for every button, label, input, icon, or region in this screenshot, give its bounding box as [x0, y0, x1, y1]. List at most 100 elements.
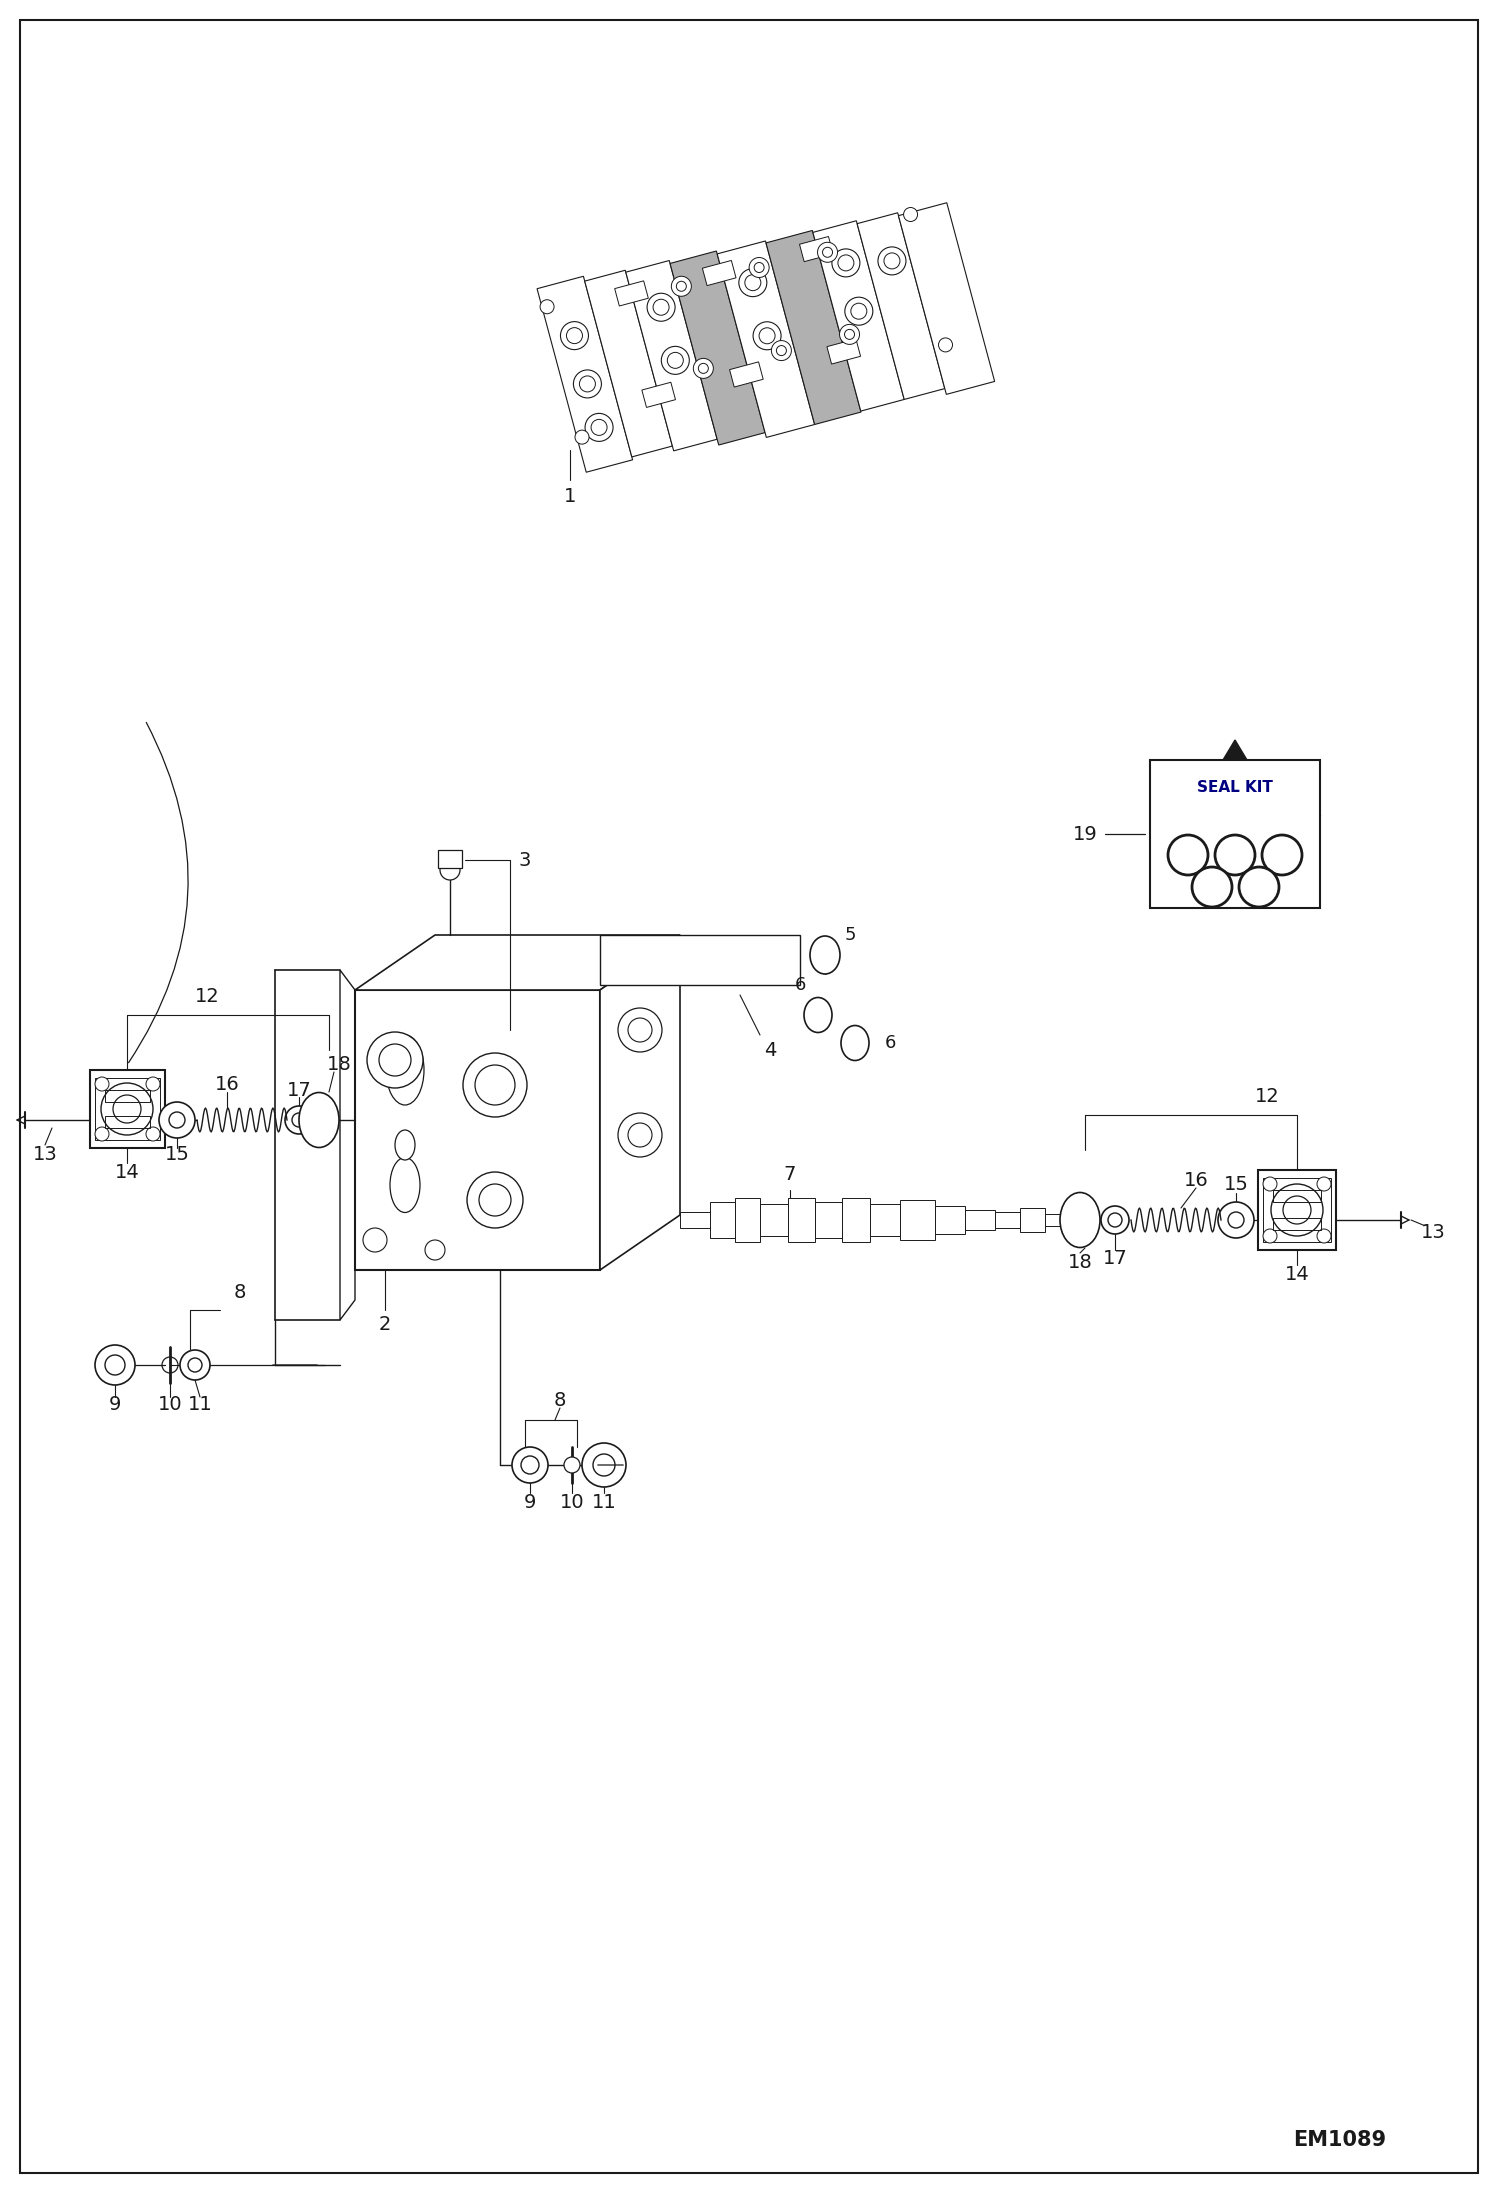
Circle shape: [818, 241, 837, 263]
Circle shape: [771, 340, 791, 360]
Circle shape: [884, 252, 900, 270]
Polygon shape: [870, 1204, 900, 1237]
Circle shape: [619, 1114, 662, 1158]
Polygon shape: [900, 1200, 935, 1239]
Circle shape: [367, 1033, 422, 1088]
Text: 12: 12: [195, 987, 219, 1007]
Polygon shape: [765, 230, 861, 425]
Text: 14: 14: [115, 1164, 139, 1182]
Text: 4: 4: [764, 1039, 776, 1059]
Circle shape: [619, 1009, 662, 1053]
Text: 8: 8: [554, 1390, 566, 1410]
Polygon shape: [827, 340, 860, 364]
Circle shape: [379, 1044, 410, 1077]
Circle shape: [1263, 1178, 1276, 1191]
Polygon shape: [935, 1206, 965, 1235]
Polygon shape: [788, 1197, 815, 1241]
Circle shape: [592, 419, 607, 436]
Polygon shape: [730, 362, 762, 386]
Text: 17: 17: [1103, 1248, 1128, 1268]
Circle shape: [628, 1123, 652, 1147]
Circle shape: [1263, 1228, 1276, 1243]
Ellipse shape: [389, 1158, 419, 1213]
Ellipse shape: [840, 1026, 869, 1061]
Circle shape: [1270, 1184, 1323, 1237]
Polygon shape: [842, 1197, 870, 1241]
Polygon shape: [626, 261, 718, 452]
Text: 1: 1: [563, 487, 577, 507]
Circle shape: [475, 1066, 515, 1105]
Ellipse shape: [395, 1129, 415, 1160]
Circle shape: [425, 1239, 445, 1261]
Polygon shape: [355, 934, 680, 989]
Circle shape: [676, 281, 686, 292]
Ellipse shape: [804, 998, 831, 1033]
Circle shape: [541, 300, 554, 314]
Circle shape: [112, 1094, 141, 1123]
Circle shape: [1317, 1228, 1332, 1243]
Circle shape: [845, 298, 873, 325]
Text: 11: 11: [187, 1395, 213, 1414]
Circle shape: [1101, 1206, 1129, 1235]
Text: 5: 5: [845, 925, 855, 943]
Circle shape: [169, 1112, 184, 1127]
Text: 15: 15: [1224, 1175, 1248, 1195]
Polygon shape: [815, 1202, 842, 1239]
Circle shape: [647, 294, 676, 320]
Ellipse shape: [1061, 1193, 1100, 1248]
Polygon shape: [1222, 739, 1246, 761]
Circle shape: [745, 274, 761, 292]
Text: 10: 10: [560, 1493, 584, 1513]
Circle shape: [1239, 866, 1279, 908]
Polygon shape: [703, 261, 736, 285]
Polygon shape: [813, 221, 905, 410]
Circle shape: [565, 1456, 580, 1474]
Circle shape: [521, 1456, 539, 1474]
Circle shape: [1109, 1213, 1122, 1228]
Polygon shape: [680, 1213, 710, 1228]
Text: 16: 16: [1183, 1171, 1209, 1189]
Text: 8: 8: [234, 1283, 246, 1300]
Bar: [105, 1116, 150, 1127]
Text: 10: 10: [157, 1395, 183, 1414]
Circle shape: [1218, 1202, 1254, 1239]
Polygon shape: [759, 1204, 788, 1237]
Polygon shape: [601, 934, 680, 1270]
Circle shape: [939, 338, 953, 351]
Circle shape: [822, 248, 833, 257]
Ellipse shape: [300, 1092, 339, 1147]
Polygon shape: [995, 1213, 1020, 1228]
Polygon shape: [1046, 1215, 1061, 1226]
Circle shape: [845, 329, 854, 340]
Circle shape: [586, 414, 613, 441]
Circle shape: [753, 263, 764, 272]
Polygon shape: [340, 969, 355, 1320]
Circle shape: [739, 270, 767, 296]
Polygon shape: [965, 1211, 995, 1230]
Circle shape: [671, 276, 692, 296]
Polygon shape: [718, 241, 815, 436]
Text: 11: 11: [592, 1493, 616, 1513]
Circle shape: [292, 1114, 306, 1127]
Text: 17: 17: [286, 1081, 312, 1099]
Text: EM1089: EM1089: [1293, 2129, 1387, 2149]
Circle shape: [903, 208, 918, 221]
Ellipse shape: [810, 936, 840, 974]
Text: 7: 7: [783, 1164, 797, 1184]
Text: 18: 18: [327, 1055, 352, 1075]
Polygon shape: [1020, 1208, 1046, 1232]
Circle shape: [1317, 1178, 1332, 1191]
Polygon shape: [584, 270, 673, 456]
Circle shape: [694, 357, 713, 379]
Bar: [1273, 1217, 1321, 1230]
Bar: [1150, 761, 1320, 908]
Bar: [90, 1070, 165, 1147]
Polygon shape: [601, 934, 800, 985]
Circle shape: [574, 371, 601, 397]
Circle shape: [667, 353, 683, 368]
Circle shape: [566, 327, 583, 344]
Text: 19: 19: [1073, 825, 1098, 844]
Bar: [1273, 1191, 1321, 1202]
Text: 18: 18: [1068, 1252, 1092, 1272]
Circle shape: [831, 248, 860, 276]
